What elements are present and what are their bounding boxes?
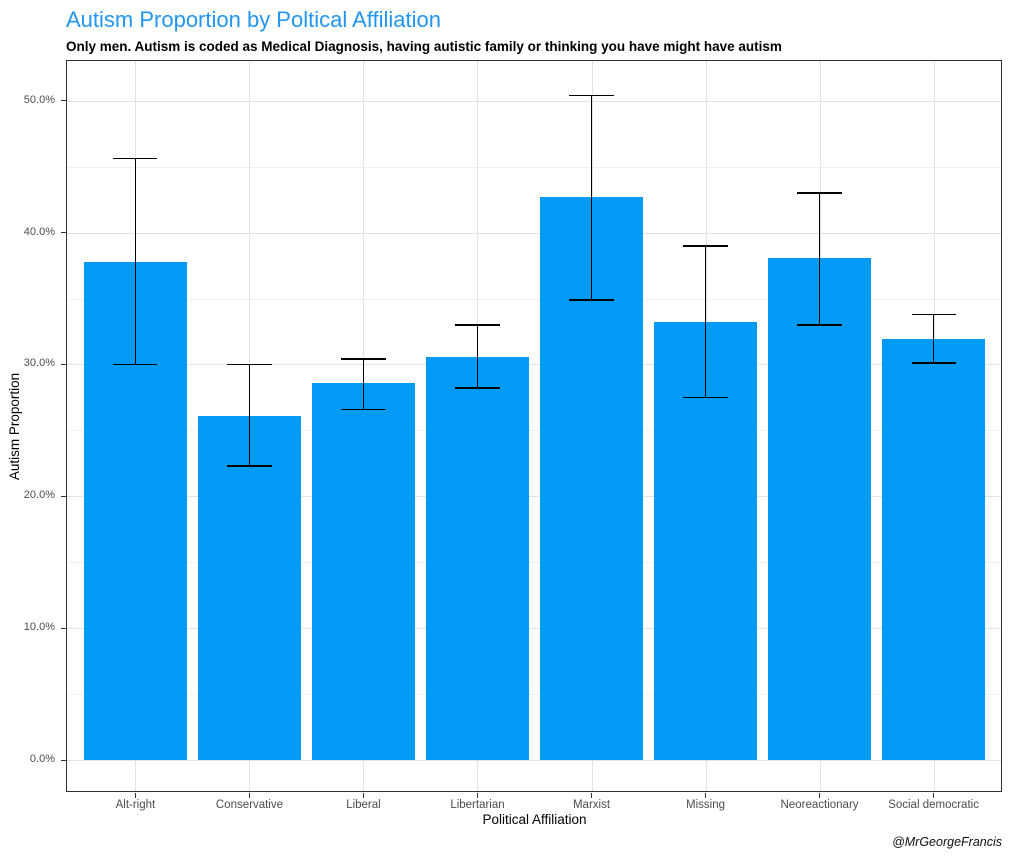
y-axis-title: Autism Proportion	[7, 372, 23, 481]
error-bar-cap-top-libertarian	[455, 324, 500, 326]
x-tick-label-conservative: Conservative	[215, 799, 283, 811]
x-tick-label-alt-right: Alt-right	[115, 799, 156, 811]
bar-liberal	[312, 382, 415, 761]
error-bar-cap-top-marxist	[569, 94, 614, 97]
gridline-major-horizontal	[67, 100, 1002, 102]
gridline-minor-horizontal	[67, 430, 1002, 432]
gridline-major-horizontal	[67, 760, 1002, 762]
y-axis-tick	[60, 231, 67, 234]
error-bar-cap-top-neoreactionary	[797, 192, 842, 194]
y-tick-label: 20.0%	[23, 489, 55, 502]
error-bar-stem-social-democratic	[932, 314, 935, 364]
x-axis-tick	[248, 792, 251, 798]
x-axis-tick	[590, 792, 593, 798]
y-axis-tick	[60, 99, 67, 102]
error-bar-stem-libertarian	[476, 324, 479, 389]
error-bar-cap-bottom-conservative	[227, 465, 272, 467]
x-axis-tick	[818, 792, 821, 798]
error-bar-cap-top-alt-right	[113, 157, 158, 160]
error-bar-cap-top-conservative	[227, 363, 272, 366]
x-axis-tick	[134, 792, 137, 798]
gridline-minor-horizontal	[67, 166, 1002, 168]
error-bar-stem-conservative	[248, 364, 251, 467]
x-tick-label-liberal: Liberal	[346, 799, 381, 811]
caption: @MrGeorgeFrancis	[892, 835, 1002, 849]
error-bar-stem-alt-right	[134, 158, 137, 365]
x-axis-tick	[476, 792, 479, 798]
x-tick-label-libertarian: Libertarian	[450, 799, 505, 811]
x-tick-label-neoreactionary: Neoreactionary	[780, 799, 859, 811]
x-axis-tick	[704, 792, 707, 798]
y-axis-tick	[60, 627, 67, 630]
chart-subtitle: Only men. Autism is coded as Medical Dia…	[66, 39, 782, 54]
bar-libertarian	[426, 356, 529, 761]
y-tick-label: 50.0%	[23, 93, 55, 106]
x-tick-label-marxist: Marxist	[572, 799, 611, 811]
bar-conservative	[198, 415, 301, 761]
error-bar-cap-bottom-liberal	[341, 408, 386, 411]
error-bar-cap-top-social-democratic	[911, 313, 956, 316]
x-axis-tick	[932, 792, 935, 798]
gridline-minor-horizontal	[67, 694, 1002, 696]
error-bar-cap-top-liberal	[341, 358, 386, 360]
gridline-major-horizontal	[67, 364, 1002, 366]
x-axis-tick	[362, 792, 365, 798]
bar-neoreactionary	[768, 257, 871, 761]
y-tick-label: 30.0%	[23, 357, 55, 370]
y-axis-tick	[60, 495, 67, 498]
y-axis-title-container: Autism Proportion	[3, 61, 27, 792]
y-axis-tick	[60, 759, 67, 762]
error-bar-cap-top-missing	[683, 244, 728, 247]
bar-social-democratic	[882, 339, 985, 761]
gridline-major-horizontal	[67, 496, 1002, 498]
error-bar-stem-missing	[704, 245, 707, 398]
error-bar-cap-bottom-neoreactionary	[797, 324, 842, 326]
error-bar-cap-bottom-libertarian	[455, 387, 500, 390]
error-bar-stem-neoreactionary	[818, 192, 821, 325]
error-bar-cap-bottom-social-democratic	[911, 362, 956, 364]
gridline-minor-horizontal	[67, 562, 1002, 564]
chart-title: Autism Proportion by Poltical Affiliatio…	[66, 7, 441, 32]
x-axis-title: Political Affiliation	[482, 812, 587, 827]
gridline-minor-horizontal	[67, 298, 1002, 300]
x-tick-label-social-democratic: Social democratic	[888, 799, 979, 811]
error-bar-stem-marxist	[590, 95, 593, 300]
gridline-major-horizontal	[67, 628, 1002, 630]
y-tick-label: 0.0%	[29, 753, 55, 766]
error-bar-cap-bottom-marxist	[569, 299, 614, 301]
error-bar-cap-bottom-missing	[683, 396, 728, 399]
error-bar-cap-bottom-alt-right	[113, 363, 158, 366]
y-tick-label: 40.0%	[23, 225, 55, 238]
y-axis-tick	[60, 363, 67, 366]
x-tick-label-missing: Missing	[686, 799, 726, 811]
y-tick-label: 10.0%	[23, 621, 55, 634]
error-bar-stem-liberal	[362, 359, 365, 410]
gridline-major-horizontal	[67, 232, 1002, 234]
